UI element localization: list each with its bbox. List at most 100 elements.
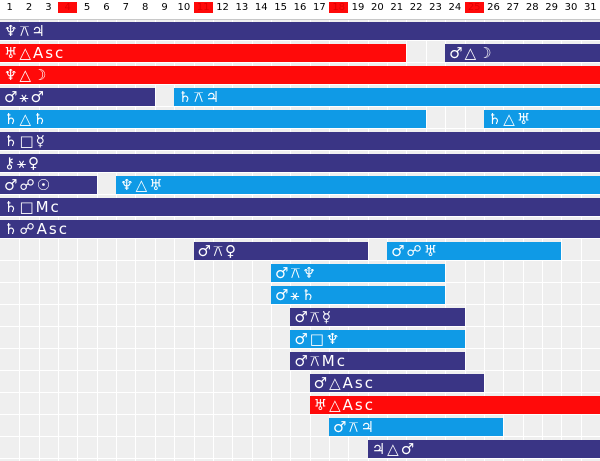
day-header: 1 2 3 4 5 6 7 8 9 10 11 12 13 14 15 16 17 18 19 20 21 22 23 24 2… [0,0,600,20]
grid-line-vertical [194,20,195,461]
transit-bar[interactable]: ♂⚻Mc [290,352,465,370]
transit-bar[interactable]: ♂☍☉ [0,176,97,194]
day-label-17: 17 [312,2,326,13]
transit-bar[interactable]: ♅△Asc [309,396,600,414]
day-label-21: 21 [390,2,404,13]
grid-line-horizontal [0,348,600,349]
day-label-18: 18 [329,2,349,13]
grid-line-horizontal [0,84,600,85]
grid-line-horizontal [0,304,600,305]
day-label-12: 12 [216,2,229,13]
day-label-28: 28 [525,2,539,13]
day-label-25: 25 [464,2,484,13]
grid-line-vertical [271,20,272,461]
transit-bar[interactable]: ♆△☽ [0,66,600,84]
transit-bar[interactable]: ♄△♅ [483,110,600,128]
day-label-10: 10 [177,2,191,13]
grid-line-vertical [561,20,562,461]
transit-bar[interactable]: ♂⚻♆ [270,264,446,282]
grid-line-horizontal [0,458,600,459]
grid-line-vertical [174,20,175,461]
grid-line-vertical [581,20,582,461]
transit-bar[interactable]: ♂□♆ [290,330,465,348]
day-label-29: 29 [545,2,558,13]
grid-line-vertical [484,20,485,461]
day-label-3: 3 [45,2,52,13]
grid-line-vertical [155,20,156,461]
transit-bar[interactable]: ♆△♅ [116,176,600,194]
grid-line-vertical [232,20,233,461]
day-label-15: 15 [274,2,287,13]
day-label-26: 26 [487,2,500,13]
transit-bar[interactable]: ♂⚹♄ [270,286,446,304]
grid-line-vertical [445,20,446,461]
grid-line-vertical [135,20,136,461]
grid-line-horizontal [0,392,600,393]
grid-line-horizontal [0,150,600,151]
grid-line-horizontal [0,326,600,327]
transit-bar[interactable]: ♂⚻♃ [329,418,504,436]
day-label-9: 9 [161,2,168,13]
grid-line-horizontal [0,238,600,239]
day-label-31: 31 [583,2,597,13]
transit-bar[interactable]: ♄□Mc [0,198,600,216]
grid-line-horizontal [0,62,600,63]
grid-line-horizontal [0,414,600,415]
transit-bar[interactable]: ♃△♂ [367,440,600,458]
day-label-1: 1 [6,2,13,13]
grid-line-vertical [19,20,20,461]
day-label-16: 16 [293,2,307,13]
grid-line-horizontal [0,172,600,173]
transit-bar[interactable]: ♆⚻♃ [0,22,600,40]
transit-bar[interactable]: ⚷⚹♀ [0,154,600,172]
day-label-2: 2 [25,2,33,13]
day-label-5: 5 [83,2,91,13]
grid-line-vertical [39,20,40,461]
grid-line-horizontal [0,40,600,41]
grid-line-vertical [503,20,504,461]
grid-line-horizontal [0,216,600,217]
day-label-4: 4 [58,2,78,13]
transit-bar[interactable]: ♂⚻☿ [290,308,465,326]
grid-line-vertical [77,20,78,461]
day-label-11: 11 [193,2,213,13]
transit-bar[interactable]: ♂☍♅ [387,242,562,260]
day-label-14: 14 [254,2,268,13]
grid-line-vertical [387,20,388,461]
grid-line-vertical [213,20,214,461]
day-label-24: 24 [448,2,462,13]
day-label-30: 30 [564,2,578,13]
grid-line-horizontal [0,370,600,371]
transit-bar[interactable]: ♄⚻♃ [174,88,600,106]
grid-line-vertical [116,20,117,461]
grid-line-horizontal [0,194,600,195]
transit-grid: ♆⚻♃ ♅△Asc ♂△☽ ♆△☽ ♂⚹♂ ♄⚻♃ ♄△♄ ♄△♅ ♄□☿ ⚷⚹♀ ♂☍☉ ♆△♅ ♄□… [0,20,600,461]
grid-line-vertical [348,20,349,461]
transit-bar[interactable]: ♄△♄ [0,110,426,128]
day-label-23: 23 [429,2,442,13]
transit-bar[interactable]: ♂⚻♀ [193,242,368,260]
grid-line-horizontal [0,128,600,129]
transit-bar[interactable]: ♄□☿ [0,132,600,150]
grid-line-vertical [310,20,311,461]
transit-bar[interactable]: ♂⚹♂ [0,88,155,106]
day-label-7: 7 [122,2,129,13]
transit-bar[interactable]: ♂△Asc [309,374,484,392]
transit-bar[interactable]: ♄☍Asc [0,220,600,238]
day-label-22: 22 [409,2,423,13]
grid-line-horizontal [0,260,600,261]
grid-line-vertical [368,20,369,461]
grid-line-vertical [426,20,427,461]
day-label-27: 27 [506,2,520,13]
day-label-20: 20 [371,2,384,13]
day-label-13: 13 [235,2,249,13]
grid-line-horizontal [0,106,600,107]
transit-bar[interactable]: ♅△Asc [0,44,407,62]
grid-line-vertical [329,20,330,461]
grid-line-vertical [97,20,98,461]
grid-line-horizontal [0,436,600,437]
day-label-8: 8 [141,2,149,13]
grid-line-horizontal [0,282,600,283]
transit-bar[interactable]: ♂△☽ [445,44,600,62]
day-label-6: 6 [103,2,110,13]
